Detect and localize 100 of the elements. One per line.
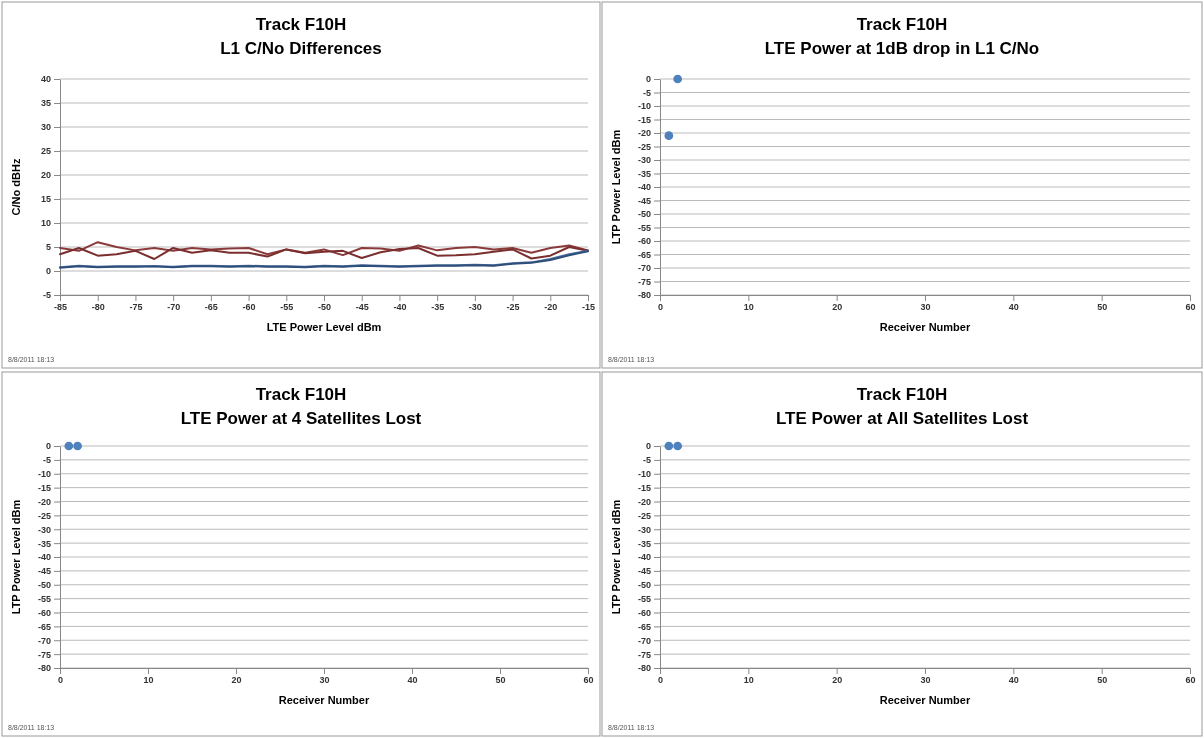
x-tick-label: -55 xyxy=(280,302,294,313)
y-tick-label: 15 xyxy=(40,194,51,205)
y-tick-label: -5 xyxy=(642,455,651,466)
y-axis-title: LTP Power Level dBm xyxy=(610,499,622,615)
y-tick-label: -60 xyxy=(37,607,51,618)
x-tick-label: -70 xyxy=(167,302,181,313)
y-tick-label: -75 xyxy=(37,649,51,660)
y-tick-label: 5 xyxy=(45,242,51,253)
y-tick-label: -45 xyxy=(37,566,51,577)
chart-subtitle: LTE Power at All Satellites Lost xyxy=(775,409,1029,428)
y-tick-label: -70 xyxy=(37,635,51,646)
x-tick-label: 0 xyxy=(657,302,664,313)
y-tick-label: -30 xyxy=(637,155,651,166)
x-tick-label: 60 xyxy=(1185,675,1196,686)
chart-title: Track F10H xyxy=(255,385,347,404)
x-tick-label: -65 xyxy=(204,302,218,313)
y-tick-label: -30 xyxy=(37,524,51,535)
x-tick-label: 40 xyxy=(1008,675,1019,686)
x-tick-label: 20 xyxy=(832,302,843,313)
y-tick-label: 0 xyxy=(45,441,51,452)
x-tick-label: 50 xyxy=(1097,675,1108,686)
x-axis-title: Receiver Number xyxy=(879,321,971,333)
x-tick-label: -35 xyxy=(431,302,445,313)
y-tick-label: -60 xyxy=(637,607,651,618)
x-tick-label: 10 xyxy=(743,675,754,686)
x-tick-label: 30 xyxy=(920,302,931,313)
y-tick-label: -70 xyxy=(637,635,651,646)
x-axis-title: LTE Power Level dBm xyxy=(266,321,382,333)
x-tick-label: 60 xyxy=(1185,302,1196,313)
y-axis-title: LTP Power Level dBm xyxy=(610,129,622,245)
x-axis-title: Receiver Number xyxy=(879,694,971,706)
x-tick-label: 10 xyxy=(143,675,154,686)
y-tick-label: -25 xyxy=(637,141,651,152)
x-tick-label: 30 xyxy=(920,675,931,686)
y-tick-label: 25 xyxy=(40,146,51,157)
x-tick-label: -40 xyxy=(393,302,407,313)
chart-title: Track F10H xyxy=(856,15,948,34)
y-tick-label: -65 xyxy=(637,621,651,632)
y-tick-label: -70 xyxy=(637,263,651,274)
y-tick-label: -55 xyxy=(637,594,651,605)
x-tick-label: 10 xyxy=(743,302,754,313)
y-tick-label: -50 xyxy=(637,209,651,220)
y-tick-label: -80 xyxy=(637,663,651,674)
y-tick-label: -10 xyxy=(37,469,51,480)
y-tick-label: -25 xyxy=(37,510,51,521)
line-series xyxy=(59,246,589,260)
x-tick-label: -80 xyxy=(91,302,105,313)
x-tick-label: -15 xyxy=(581,302,596,313)
x-tick-label: -20 xyxy=(544,302,558,313)
x-tick-label: -30 xyxy=(468,302,482,313)
y-tick-label: -50 xyxy=(37,580,51,591)
y-axis-title: C/No dBHz xyxy=(10,158,22,216)
y-tick-label: 10 xyxy=(40,218,51,229)
x-tick-label: 30 xyxy=(319,675,330,686)
chart-subtitle: LTE Power at 1dB drop in L1 C/No xyxy=(764,39,1040,58)
y-tick-label: -40 xyxy=(637,552,651,563)
y-tick-label: -80 xyxy=(637,290,651,301)
x-tick-label: 20 xyxy=(231,675,242,686)
y-tick-label: -15 xyxy=(637,483,651,494)
x-tick-label: -85 xyxy=(53,302,68,313)
y-tick-label: -20 xyxy=(637,128,651,139)
x-tick-label: -60 xyxy=(242,302,256,313)
x-tick-label: 40 xyxy=(407,675,418,686)
x-tick-label: 0 xyxy=(57,675,64,686)
y-tick-label: -35 xyxy=(637,538,651,549)
x-tick-label: 50 xyxy=(495,675,506,686)
y-tick-label: 0 xyxy=(645,441,651,452)
y-tick-label: 35 xyxy=(40,98,51,109)
x-tick-label: 20 xyxy=(832,675,843,686)
y-tick-label: -35 xyxy=(37,538,51,549)
y-tick-label: -75 xyxy=(637,649,651,660)
y-tick-label: -30 xyxy=(637,524,651,535)
y-tick-label: -65 xyxy=(637,249,651,260)
y-tick-label: -45 xyxy=(637,566,651,577)
y-tick-label: -5 xyxy=(42,290,51,301)
y-tick-label: -80 xyxy=(37,663,51,674)
x-tick-label: -50 xyxy=(317,302,332,313)
x-tick-label: -75 xyxy=(129,302,143,313)
chart-title: Track F10H xyxy=(856,385,948,404)
y-tick-label: -20 xyxy=(637,496,651,507)
y-tick-label: -15 xyxy=(637,114,651,125)
y-tick-label: -15 xyxy=(37,483,51,494)
y-tick-label: -50 xyxy=(637,580,651,591)
y-tick-label: -55 xyxy=(637,222,651,233)
chart-subtitle: L1 C/No Differences xyxy=(220,39,382,58)
y-tick-label: -25 xyxy=(637,510,651,521)
y-tick-label: -10 xyxy=(637,469,651,480)
y-tick-label: -35 xyxy=(637,168,651,179)
y-tick-label: -10 xyxy=(637,101,651,112)
x-tick-label: -45 xyxy=(355,302,369,313)
y-tick-label: 30 xyxy=(40,122,51,133)
chart-title: Track F10H xyxy=(255,15,347,34)
y-tick-label: -5 xyxy=(642,87,651,98)
y-tick-label: -45 xyxy=(637,195,651,206)
y-tick-label: -40 xyxy=(37,552,51,563)
line-series xyxy=(59,241,589,257)
y-tick-label: -20 xyxy=(37,496,51,507)
y-tick-label: -40 xyxy=(637,182,651,193)
y-tick-label: -60 xyxy=(637,236,651,247)
y-tick-label: -55 xyxy=(37,594,51,605)
